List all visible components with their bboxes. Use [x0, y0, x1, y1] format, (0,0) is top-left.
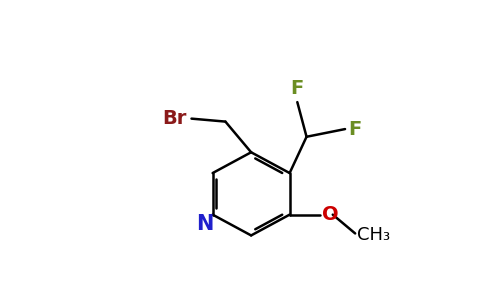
Text: F: F: [291, 79, 304, 98]
Text: F: F: [348, 120, 362, 139]
Text: O: O: [322, 205, 339, 224]
Text: CH₃: CH₃: [358, 226, 391, 244]
Text: N: N: [196, 214, 213, 234]
Text: Br: Br: [163, 109, 187, 128]
